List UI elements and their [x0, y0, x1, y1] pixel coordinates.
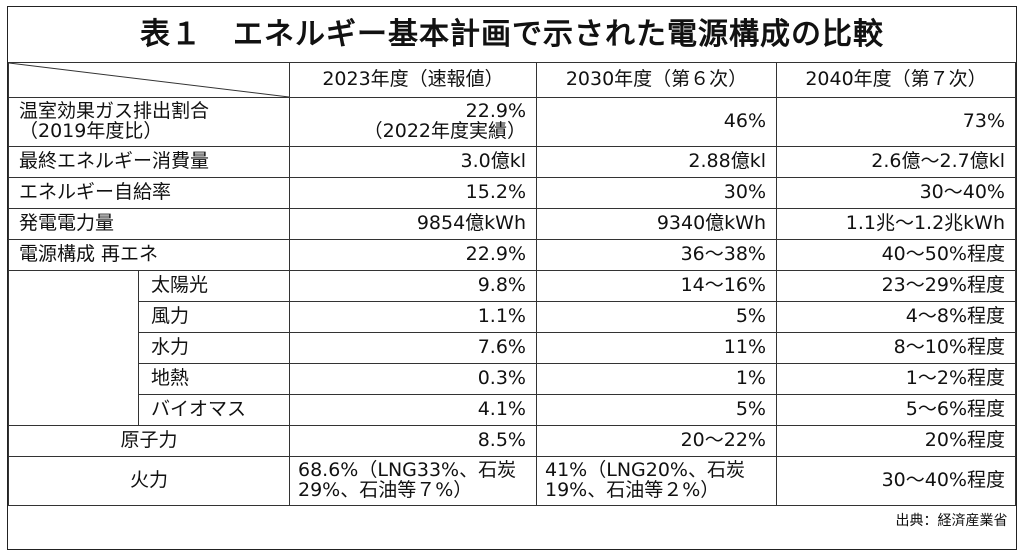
- label-biomass: バイオマス: [138, 394, 290, 426]
- value-renew-2030: 36～38%: [536, 239, 777, 271]
- value-wind-2040: 4～8%程度: [776, 301, 1016, 333]
- comparison-table: 2023年度（速報値） 2030年度（第６次） 2040年度（第７次） 温室効果…: [8, 62, 1016, 536]
- label-renewables: 電源構成 再エネ: [8, 239, 290, 271]
- row-solar: 太陽光 9.8% 14～16% 23～29%程度: [8, 270, 1016, 302]
- label-solar: 太陽光: [138, 270, 290, 302]
- value-wind-2030: 5%: [536, 301, 777, 333]
- value-renew-2040: 40～50%程度: [776, 239, 1016, 271]
- header-2040: 2040年度（第７次）: [776, 62, 1016, 98]
- value-ghg-2040: 73%: [776, 97, 1016, 147]
- value-final-2040: 2.6億～2.7億kl: [776, 146, 1016, 178]
- value-solar-2040: 23～29%程度: [776, 270, 1016, 302]
- header-row: 2023年度（速報値） 2030年度（第６次） 2040年度（第７次）: [8, 62, 1016, 98]
- value-geo-2040: 1～2%程度: [776, 363, 1016, 395]
- value-nuclear-2040: 20%程度: [776, 425, 1016, 457]
- value-bio-2023: 4.1%: [289, 394, 537, 426]
- value-renew-2023: 22.9%: [289, 239, 537, 271]
- value-power-2023: 9854億kWh: [289, 208, 537, 240]
- row-thermal: 火力 68.6%（LNG33%、石炭29%、石油等７%） 41%（LNG20%、…: [8, 456, 1016, 506]
- indent-cell: [8, 363, 139, 395]
- value-bio-2030: 5%: [536, 394, 777, 426]
- table-title: 表１ エネルギー基本計画で示された電源構成の比較: [8, 7, 1016, 63]
- indent-cell: [8, 394, 139, 426]
- value-final-2023: 3.0億kl: [289, 146, 537, 178]
- value-solar-2023: 9.8%: [289, 270, 537, 302]
- row-hydro: 水力 7.6% 11% 8～10%程度: [8, 332, 1016, 364]
- value-final-2030: 2.88億kl: [536, 146, 777, 178]
- value-hydro-2030: 11%: [536, 332, 777, 364]
- row-final-energy: 最終エネルギー消費量 3.0億kl 2.88億kl 2.6億～2.7億kl: [8, 146, 1016, 178]
- header-2030: 2030年度（第６次）: [536, 62, 777, 98]
- label-ghg-line2: （2019年度比）: [19, 120, 163, 142]
- diagonal-line: [9, 63, 289, 97]
- source-note: 出典：経済産業省: [895, 512, 1008, 529]
- label-power-generation: 発電電力量: [8, 208, 290, 240]
- value-ghg-2023: 22.9% （2022年度実績）: [289, 97, 537, 147]
- value-hydro-2023: 7.6%: [289, 332, 537, 364]
- value-wind-2023: 1.1%: [289, 301, 537, 333]
- value-hydro-2040: 8～10%程度: [776, 332, 1016, 364]
- table-frame: 表１ エネルギー基本計画で示された電源構成の比較 2023年度（速報値） 203…: [7, 6, 1017, 550]
- row-wind: 風力 1.1% 5% 4～8%程度: [8, 301, 1016, 333]
- value-power-2040: 1.1兆～1.2兆kWh: [776, 208, 1016, 240]
- value-nuclear-2023: 8.5%: [289, 425, 537, 457]
- label-thermal: 火力: [8, 456, 290, 506]
- value-self-2030: 30%: [536, 177, 777, 209]
- row-ghg: 温室効果ガス排出割合 （2019年度比） 22.9% （2022年度実績） 46…: [8, 97, 1016, 147]
- value-ghg-2023-note: （2022年度実績）: [363, 120, 526, 142]
- label-wind: 風力: [138, 301, 290, 333]
- label-hydro: 水力: [138, 332, 290, 364]
- value-self-2023: 15.2%: [289, 177, 537, 209]
- row-geothermal: 地熱 0.3% 1% 1～2%程度: [8, 363, 1016, 395]
- label-final-energy: 最終エネルギー消費量: [8, 146, 290, 178]
- header-2023: 2023年度（速報値）: [289, 62, 537, 98]
- value-ghg-2030: 46%: [536, 97, 777, 147]
- label-geothermal: 地熱: [138, 363, 290, 395]
- row-power-generation: 発電電力量 9854億kWh 9340億kWh 1.1兆～1.2兆kWh: [8, 208, 1016, 240]
- value-nuclear-2030: 20～22%: [536, 425, 777, 457]
- source-row: 出典：経済産業省: [9, 506, 1016, 537]
- label-ghg-line1: 温室効果ガス排出割合: [19, 100, 210, 123]
- value-self-2040: 30～40%: [776, 177, 1016, 209]
- value-geo-2030: 1%: [536, 363, 777, 395]
- header-corner-cell: [8, 62, 290, 98]
- indent-cell: [8, 270, 139, 302]
- row-renewables: 電源構成 再エネ 22.9% 36～38% 40～50%程度: [8, 239, 1016, 271]
- label-ghg: 温室効果ガス排出割合 （2019年度比）: [8, 97, 290, 147]
- row-nuclear: 原子力 8.5% 20～22% 20%程度: [8, 425, 1016, 457]
- value-bio-2040: 5～6%程度: [776, 394, 1016, 426]
- value-thermal-2030: 41%（LNG20%、石炭19%、石油等２%）: [536, 456, 777, 506]
- value-ghg-2023-main: 22.9%: [465, 100, 526, 123]
- value-thermal-2023: 68.6%（LNG33%、石炭29%、石油等７%）: [289, 456, 537, 506]
- value-thermal-2040: 30～40%程度: [776, 456, 1016, 506]
- row-biomass: バイオマス 4.1% 5% 5～6%程度: [8, 394, 1016, 426]
- row-self-sufficiency: エネルギー自給率 15.2% 30% 30～40%: [8, 177, 1016, 209]
- indent-cell: [8, 301, 139, 333]
- value-geo-2023: 0.3%: [289, 363, 537, 395]
- label-self-sufficiency: エネルギー自給率: [8, 177, 290, 209]
- value-power-2030: 9340億kWh: [536, 208, 777, 240]
- value-solar-2030: 14～16%: [536, 270, 777, 302]
- label-nuclear: 原子力: [8, 425, 290, 457]
- indent-cell: [8, 332, 139, 364]
